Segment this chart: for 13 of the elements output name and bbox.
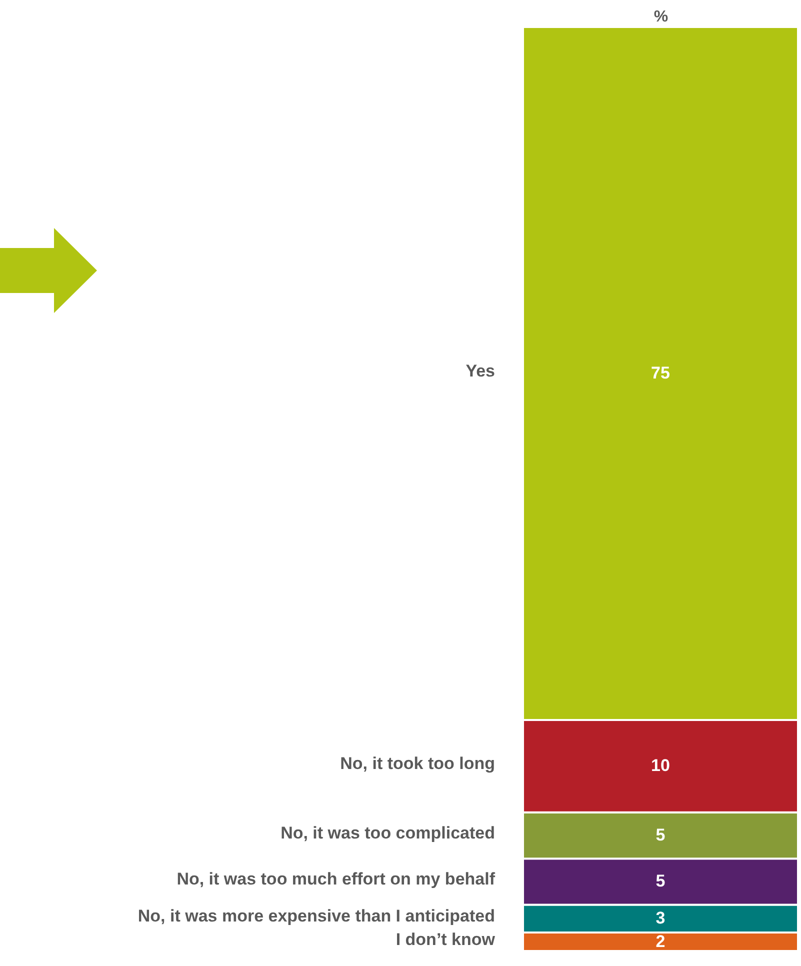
data-label: 5 (656, 872, 666, 891)
data-label: 3 (656, 908, 666, 928)
series-label: I don’t know (396, 930, 496, 949)
x-axis-title: % (654, 8, 668, 26)
series-label: No, it was too much effort on my behalf (176, 870, 496, 889)
series-label: No, it took too long (340, 754, 495, 774)
series-label: Yes (466, 362, 495, 380)
data-label: 2 (656, 932, 666, 951)
data-label: 5 (656, 826, 666, 844)
data-label: 75 (651, 364, 670, 382)
series-label: No, it was more expensive than I anticipated (138, 906, 495, 926)
series-label: No, it was too complicated (280, 824, 495, 842)
data-label: 10 (651, 756, 670, 776)
